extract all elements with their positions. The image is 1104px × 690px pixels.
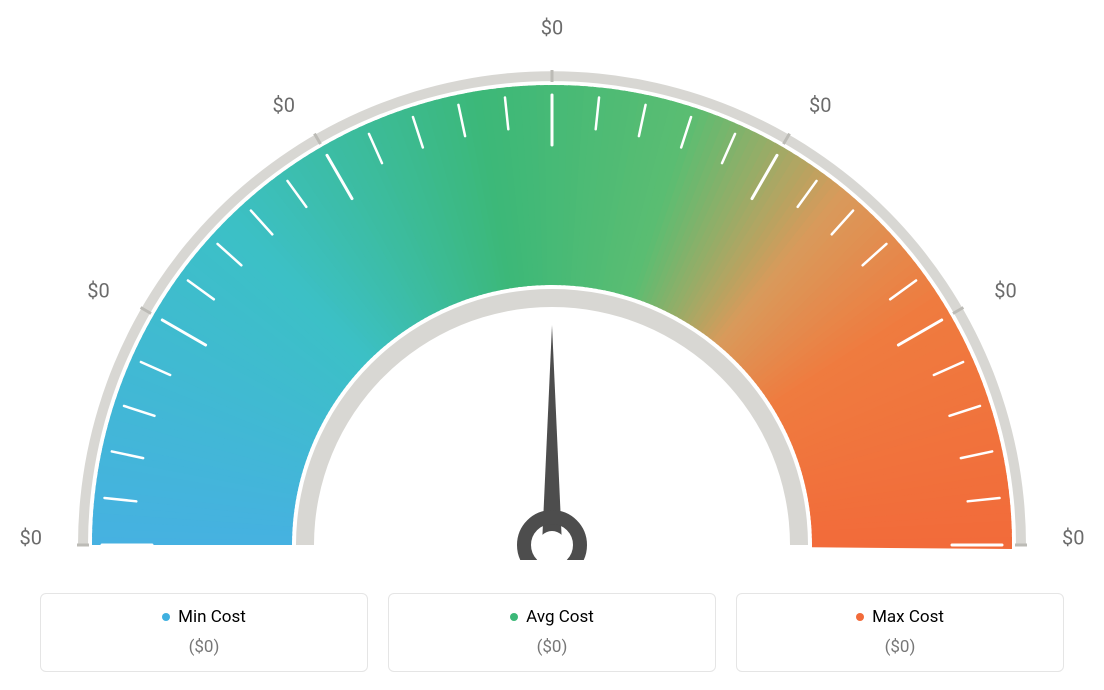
legend-card-max: Max Cost ($0) bbox=[736, 593, 1064, 672]
legend-card-avg: Avg Cost ($0) bbox=[388, 593, 716, 672]
legend-value-avg: ($0) bbox=[399, 637, 705, 657]
legend-dot-avg bbox=[510, 613, 518, 621]
gauge-tick-label: $0 bbox=[20, 525, 42, 549]
gauge-area: $0 $0 $0 $0 $0 $0 $0 bbox=[0, 0, 1104, 560]
gauge-tick-label: $0 bbox=[87, 278, 109, 302]
legend-label-max: Max Cost bbox=[872, 607, 944, 627]
gauge-tick-label: $0 bbox=[541, 15, 563, 39]
legend-title-min: Min Cost bbox=[162, 607, 246, 627]
legend-title-avg: Avg Cost bbox=[510, 607, 594, 627]
legend-row: Min Cost ($0) Avg Cost ($0) Max Cost ($0… bbox=[40, 593, 1064, 672]
gauge-tick-label: $0 bbox=[273, 93, 295, 117]
legend-value-max: ($0) bbox=[747, 637, 1053, 657]
gauge-tick-label: $0 bbox=[1062, 525, 1084, 549]
cost-gauge-chart: $0 $0 $0 $0 $0 $0 $0 Min Cost ($0) Avg Cost ($… bbox=[0, 0, 1104, 690]
legend-title-max: Max Cost bbox=[856, 607, 944, 627]
gauge-tick-label: $0 bbox=[994, 278, 1016, 302]
legend-label-min: Min Cost bbox=[178, 607, 246, 627]
legend-value-min: ($0) bbox=[51, 637, 357, 657]
legend-card-min: Min Cost ($0) bbox=[40, 593, 368, 672]
gauge-tick-label: $0 bbox=[809, 93, 831, 117]
legend-label-avg: Avg Cost bbox=[526, 607, 594, 627]
legend-dot-min bbox=[162, 613, 170, 621]
legend-dot-max bbox=[856, 613, 864, 621]
gauge-svg: $0 $0 $0 $0 $0 $0 $0 bbox=[0, 0, 1104, 560]
